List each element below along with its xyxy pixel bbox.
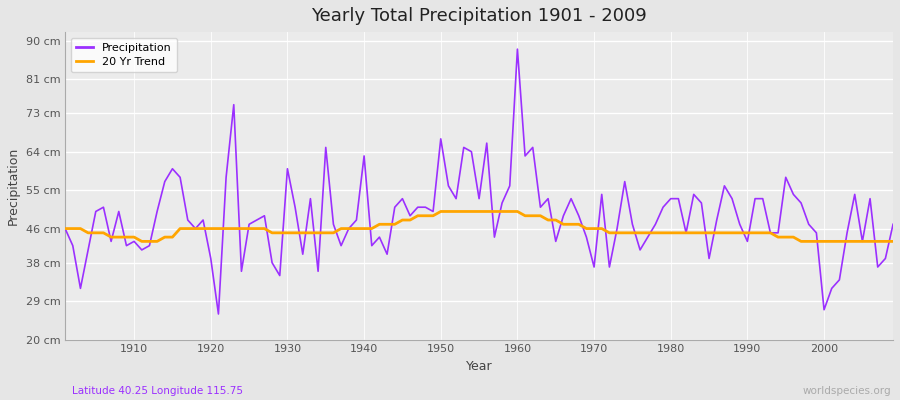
Precipitation (512, 47, 523, 52)
20 Yr Trend (619, 230, 630, 235)
Precipitation (887, 222, 898, 227)
Line: Precipitation: Precipitation (65, 49, 893, 314)
Text: worldspecies.org: worldspecies.org (803, 386, 891, 396)
20 Yr Trend (297, 230, 308, 235)
20 Yr Trend (59, 226, 70, 231)
X-axis label: Year: Year (466, 360, 492, 373)
Line: 20 Yr Trend: 20 Yr Trend (65, 212, 893, 241)
Y-axis label: Precipitation: Precipitation (7, 147, 20, 225)
Precipitation (519, 154, 530, 158)
Precipitation (619, 179, 630, 184)
20 Yr Trend (436, 209, 446, 214)
Precipitation (527, 145, 538, 150)
20 Yr Trend (527, 213, 538, 218)
20 Yr Trend (344, 226, 355, 231)
20 Yr Trend (887, 239, 898, 244)
Precipitation (59, 226, 70, 231)
20 Yr Trend (121, 235, 131, 240)
Text: Latitude 40.25 Longitude 115.75: Latitude 40.25 Longitude 115.75 (72, 386, 243, 396)
Legend: Precipitation, 20 Yr Trend: Precipitation, 20 Yr Trend (71, 38, 177, 72)
Precipitation (213, 312, 224, 316)
Precipitation (297, 252, 308, 256)
Title: Yearly Total Precipitation 1901 - 2009: Yearly Total Precipitation 1901 - 2009 (311, 7, 647, 25)
20 Yr Trend (137, 239, 148, 244)
Precipitation (121, 243, 131, 248)
20 Yr Trend (519, 213, 530, 218)
Precipitation (344, 226, 355, 231)
